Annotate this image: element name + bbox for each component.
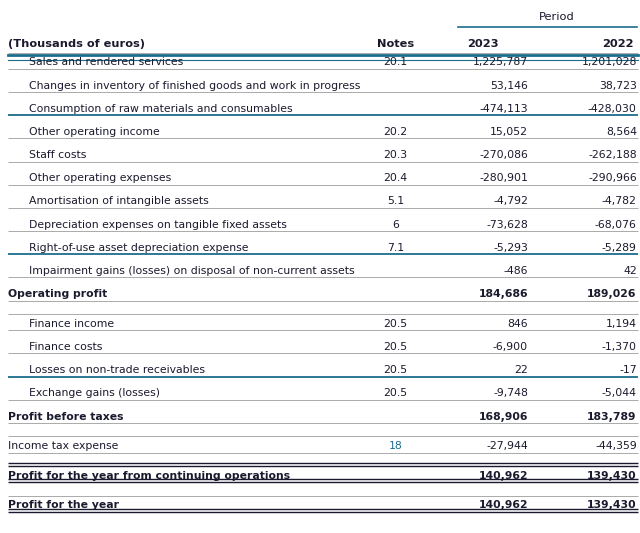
Text: -68,076: -68,076 (595, 220, 637, 230)
Text: 2022: 2022 (602, 39, 634, 49)
Text: 184,686: 184,686 (478, 289, 528, 299)
Text: Depreciation expenses on tangible fixed assets: Depreciation expenses on tangible fixed … (29, 220, 287, 230)
Text: -290,966: -290,966 (588, 173, 637, 183)
Text: Amortisation of intangible assets: Amortisation of intangible assets (29, 197, 209, 206)
Text: 20.5: 20.5 (383, 342, 408, 352)
Text: 18: 18 (388, 441, 403, 451)
Text: Profit before taxes: Profit before taxes (8, 411, 123, 422)
Text: -73,628: -73,628 (486, 220, 528, 230)
Text: 20.5: 20.5 (383, 319, 408, 329)
Text: 183,789: 183,789 (588, 411, 637, 422)
Text: Finance income: Finance income (29, 319, 114, 329)
Text: -1,370: -1,370 (602, 342, 637, 352)
Text: (Thousands of euros): (Thousands of euros) (8, 39, 145, 49)
Text: 38,723: 38,723 (599, 80, 637, 91)
Text: -428,030: -428,030 (588, 104, 637, 114)
Text: -17: -17 (619, 365, 637, 375)
Text: 5.1: 5.1 (387, 197, 404, 206)
Text: -5,289: -5,289 (602, 243, 637, 253)
Text: Income tax expense: Income tax expense (8, 441, 118, 451)
Text: 42: 42 (623, 266, 637, 276)
Text: 20.3: 20.3 (383, 150, 408, 160)
Text: 20.1: 20.1 (383, 58, 408, 67)
Text: 20.5: 20.5 (383, 365, 408, 375)
Text: Staff costs: Staff costs (29, 150, 86, 160)
Text: 8,564: 8,564 (606, 127, 637, 137)
Text: 846: 846 (508, 319, 528, 329)
Text: 1,225,787: 1,225,787 (473, 58, 528, 67)
Text: Consumption of raw materials and consumables: Consumption of raw materials and consuma… (29, 104, 292, 114)
Text: -6,900: -6,900 (493, 342, 528, 352)
Text: 168,906: 168,906 (479, 411, 528, 422)
Text: -44,359: -44,359 (595, 441, 637, 451)
Text: -27,944: -27,944 (486, 441, 528, 451)
Text: -5,044: -5,044 (602, 389, 637, 398)
Text: Right-of-use asset depreciation expense: Right-of-use asset depreciation expense (29, 243, 248, 253)
Text: Profit for the year from continuing operations: Profit for the year from continuing oper… (8, 471, 290, 481)
Text: Impairment gains (losses) on disposal of non-current assets: Impairment gains (losses) on disposal of… (29, 266, 355, 276)
Text: 140,962: 140,962 (478, 500, 528, 510)
Text: Sales and rendered services: Sales and rendered services (29, 58, 183, 67)
Text: 20.2: 20.2 (383, 127, 408, 137)
Text: 22: 22 (515, 365, 528, 375)
Text: 1,201,028: 1,201,028 (581, 58, 637, 67)
Text: 6: 6 (392, 220, 399, 230)
Text: 7.1: 7.1 (387, 243, 404, 253)
Text: -486: -486 (504, 266, 528, 276)
Text: 1,194: 1,194 (606, 319, 637, 329)
Text: Operating profit: Operating profit (8, 289, 107, 299)
Text: -474,113: -474,113 (479, 104, 528, 114)
Text: -280,901: -280,901 (479, 173, 528, 183)
Text: 53,146: 53,146 (490, 80, 528, 91)
Text: -270,086: -270,086 (479, 150, 528, 160)
Text: Finance costs: Finance costs (29, 342, 102, 352)
Text: -4,782: -4,782 (602, 197, 637, 206)
Text: 2023: 2023 (467, 39, 499, 49)
Text: Period: Period (539, 12, 575, 22)
Text: Notes: Notes (377, 39, 414, 49)
Text: 189,026: 189,026 (588, 289, 637, 299)
Text: 20.5: 20.5 (383, 389, 408, 398)
Text: -4,792: -4,792 (493, 197, 528, 206)
Text: Changes in inventory of finished goods and work in progress: Changes in inventory of finished goods a… (29, 80, 360, 91)
Text: -5,293: -5,293 (493, 243, 528, 253)
Text: Profit for the year: Profit for the year (8, 500, 118, 510)
Text: 139,430: 139,430 (587, 471, 637, 481)
Text: -262,188: -262,188 (588, 150, 637, 160)
Text: 20.4: 20.4 (383, 173, 408, 183)
Text: -9,748: -9,748 (493, 389, 528, 398)
Text: 139,430: 139,430 (587, 500, 637, 510)
Text: Losses on non-trade receivables: Losses on non-trade receivables (29, 365, 205, 375)
Text: Other operating income: Other operating income (29, 127, 159, 137)
Text: Exchange gains (losses): Exchange gains (losses) (29, 389, 160, 398)
Text: Other operating expenses: Other operating expenses (29, 173, 171, 183)
Text: 15,052: 15,052 (490, 127, 528, 137)
Text: 140,962: 140,962 (478, 471, 528, 481)
